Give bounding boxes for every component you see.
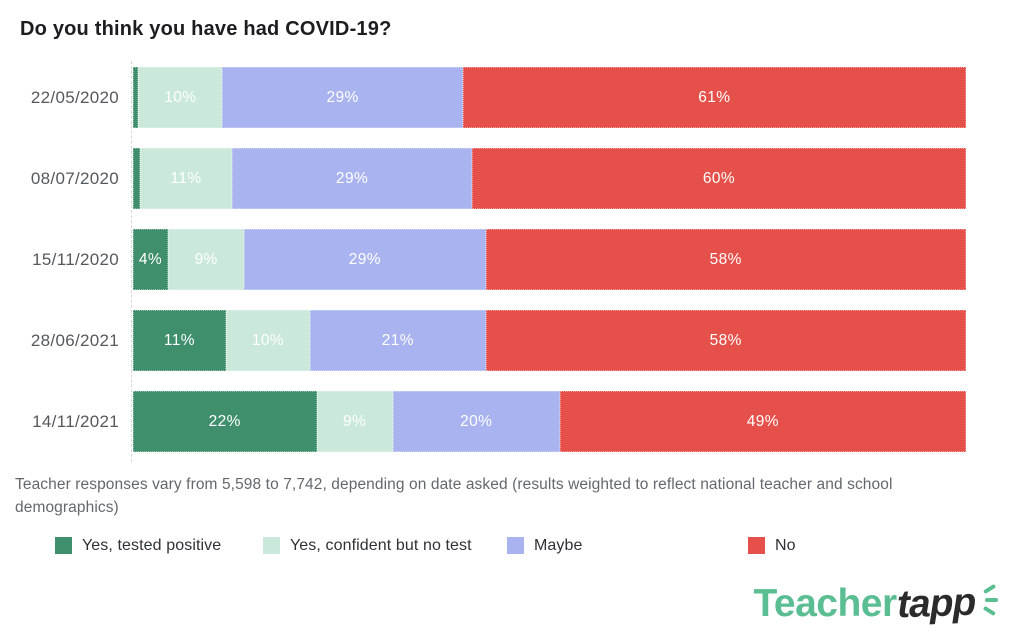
legend-item: Yes, tested positive xyxy=(55,537,263,555)
sparkle-icon xyxy=(980,583,998,620)
bar-rows: 22/05/2020 10% 29% 61% 08/07/2020 11% 29% 60% 15… xyxy=(0,67,1024,452)
bar-segment: 29% xyxy=(232,148,472,209)
bar-segment: 11% xyxy=(139,148,233,209)
legend-label: Yes, tested positive xyxy=(82,536,222,554)
legend-item: No xyxy=(748,537,796,555)
legend-label: No xyxy=(775,536,796,554)
bar-segment: 49% xyxy=(559,391,966,452)
bar-row: 14/11/2021 22% 9% 20% 49% xyxy=(0,391,1024,452)
bar-segment xyxy=(133,67,139,128)
category-label: 08/07/2020 xyxy=(30,168,119,188)
bar-segment: 21% xyxy=(310,310,486,371)
teachertapp-logo: Teacher tapp xyxy=(753,580,998,627)
legend-swatch-icon xyxy=(507,537,524,555)
bar-segment: 9% xyxy=(316,391,393,452)
stacked-bar: 4% 9% 29% 58% xyxy=(133,229,966,290)
legend: Yes, tested positive Yes, confident but n… xyxy=(0,537,1024,555)
bar-segment: 4% xyxy=(133,229,168,290)
stacked-bar: 11% 10% 21% 58% xyxy=(133,310,966,371)
legend-item: Maybe xyxy=(507,537,748,555)
plot-area: 22/05/2020 10% 29% 61% 08/07/2020 11% 29% 60% 15… xyxy=(0,61,1024,462)
legend-swatch-icon xyxy=(55,537,72,555)
bar-segment: 22% xyxy=(133,391,317,452)
bar-segment xyxy=(133,148,140,209)
logo-text-tapp: tapp xyxy=(895,580,976,627)
category-label: 28/06/2021 xyxy=(30,330,119,350)
bar-segment: 60% xyxy=(471,148,966,209)
legend-label: Yes, confident but no test xyxy=(290,536,472,554)
category-label: 15/11/2020 xyxy=(32,249,119,269)
bar-segment: 29% xyxy=(222,67,463,128)
chart-title: Do you think you have had COVID-19? xyxy=(20,18,392,40)
legend-item: Yes, confident but no test xyxy=(263,537,507,555)
bar-segment: 9% xyxy=(168,229,245,290)
bar-row: 22/05/2020 10% 29% 61% xyxy=(0,67,1024,128)
logo-text-teacher: Teacher xyxy=(753,582,897,625)
bar-segment: 58% xyxy=(485,229,966,290)
bar-row: 15/11/2020 4% 9% 29% 58% xyxy=(0,229,1024,290)
bar-row: 28/06/2021 11% 10% 21% 58% xyxy=(0,310,1024,371)
category-label: 22/05/2020 xyxy=(30,87,119,107)
bar-row: 08/07/2020 11% 29% 60% xyxy=(0,148,1024,209)
bar-segment: 10% xyxy=(138,67,223,128)
stacked-bar: 22% 9% 20% 49% xyxy=(133,391,966,452)
bar-segment: 29% xyxy=(244,229,486,290)
legend-label: Maybe xyxy=(534,536,583,554)
bar-segment: 10% xyxy=(225,310,311,371)
legend-swatch-icon xyxy=(748,537,765,555)
stacked-bar: 10% 29% 61% xyxy=(133,67,966,128)
stacked-bar: 11% 29% 60% xyxy=(133,148,966,209)
bar-segment: 20% xyxy=(392,391,560,452)
y-axis-line xyxy=(131,61,132,462)
footnote: Teacher responses vary from 5,598 to 7,7… xyxy=(15,476,893,516)
category-label: 14/11/2021 xyxy=(32,411,119,431)
legend-swatch-icon xyxy=(263,537,280,555)
bar-segment: 58% xyxy=(485,310,966,371)
bar-segment: 61% xyxy=(462,67,966,128)
bar-segment: 11% xyxy=(133,310,226,371)
